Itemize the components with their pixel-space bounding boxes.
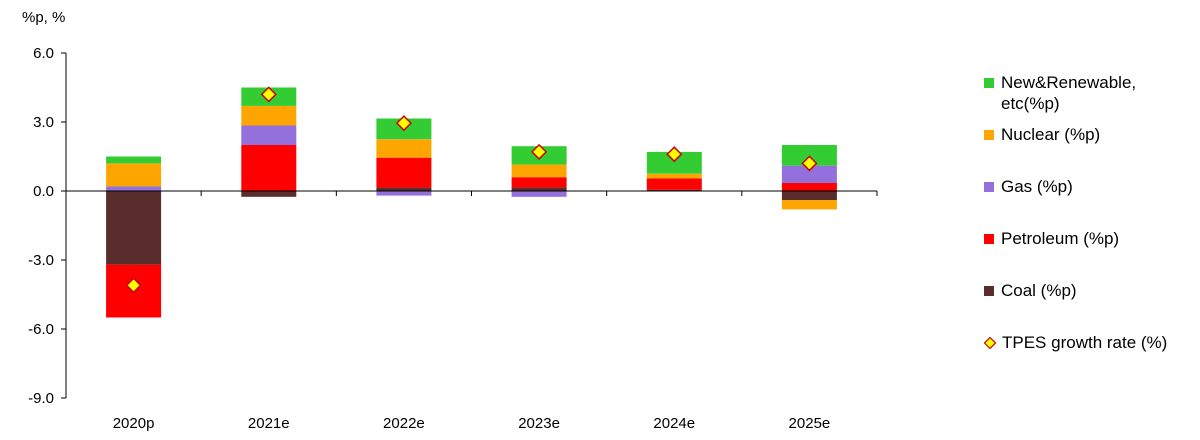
legend-diamond-icon bbox=[984, 337, 996, 349]
legend-label-gas: Gas (%p) bbox=[1001, 177, 1073, 196]
bars-group bbox=[106, 87, 837, 318]
bar-segment-2020p-3 bbox=[106, 163, 162, 187]
tpes-marker-2024e bbox=[666, 146, 683, 163]
bar-segment-2025e-2 bbox=[781, 165, 837, 183]
x-tick-label-2022e: 2022e bbox=[383, 415, 425, 432]
bar-segment-2021e-0 bbox=[241, 191, 297, 197]
bar-segment-2024e-4 bbox=[646, 151, 702, 174]
x-tick-label-2025e: 2025e bbox=[789, 415, 831, 432]
bar-segment-2020p-2 bbox=[106, 186, 162, 191]
axes-group: 6.0 3.0 0.0 -3.0 -6.0 -9.0 2020p 2021e 2022e 2023… bbox=[28, 45, 878, 432]
y-axis-unit-label: %p, % bbox=[22, 9, 65, 26]
y-tick-label: -3.0 bbox=[28, 252, 54, 269]
legend-swatch-petroleum bbox=[984, 234, 994, 244]
tpes-marker-2023e bbox=[531, 143, 548, 160]
legend-item-gas: Gas (%p) bbox=[984, 176, 1191, 197]
x-tick-label-2024e: 2024e bbox=[653, 415, 695, 432]
legend-item-petroleum: Petroleum (%p) bbox=[984, 228, 1191, 249]
bar-segment-2021e-1 bbox=[241, 145, 297, 191]
tpes-marker-2025e bbox=[801, 155, 818, 172]
bar-segment-2021e-2 bbox=[241, 125, 297, 145]
bar-segment-2024e-0 bbox=[646, 189, 702, 191]
tpes-markers-group bbox=[125, 86, 818, 294]
bar-segment-2025e-0 bbox=[781, 191, 837, 201]
legend-item-renewable: New&Renewable, etc(%p) bbox=[984, 72, 1191, 114]
legend-swatch-coal bbox=[984, 286, 994, 296]
legend-item-tpes: TPES growth rate (%) bbox=[984, 332, 1192, 353]
bar-segment-2020p-4 bbox=[106, 156, 162, 164]
bar-segment-2023e-1 bbox=[511, 177, 567, 188]
legend-item-nuclear: Nuclear (%p) bbox=[984, 124, 1191, 145]
y-tick-label: 3.0 bbox=[33, 114, 54, 131]
bar-segment-2025e-1 bbox=[781, 183, 837, 191]
x-tick-label-2020p: 2020p bbox=[113, 415, 155, 432]
bar-segment-2022e-0 bbox=[376, 187, 432, 191]
bar-segment-2020p-0 bbox=[106, 191, 162, 265]
bar-segment-2023e-3 bbox=[511, 164, 567, 178]
y-tick-label: 6.0 bbox=[33, 45, 54, 62]
bar-segment-2022e-1 bbox=[376, 157, 432, 188]
legend-label-tpes: TPES growth rate (%) bbox=[1002, 333, 1168, 352]
bar-segment-2022e-3 bbox=[376, 139, 432, 158]
tpes-marker-2020p bbox=[125, 277, 142, 294]
bar-segment-2021e-3 bbox=[241, 105, 297, 126]
legend-label-renewable: New&Renewable, etc(%p) bbox=[1001, 73, 1137, 113]
legend-item-coal: Coal (%p) bbox=[984, 280, 1191, 301]
bar-segment-2024e-1 bbox=[646, 178, 702, 190]
legend-label-nuclear: Nuclear (%p) bbox=[1001, 125, 1101, 144]
bar-segment-2025e-4 bbox=[781, 145, 837, 166]
bar-segment-2023e-2 bbox=[511, 191, 567, 197]
legend-swatch-renewable bbox=[984, 78, 994, 88]
legend-swatch-nuclear bbox=[984, 130, 994, 140]
bar-segment-2023e-0 bbox=[511, 187, 567, 191]
legend-label-petroleum: Petroleum (%p) bbox=[1001, 229, 1120, 248]
bar-segment-2022e-2 bbox=[376, 191, 432, 196]
y-tick-label: -6.0 bbox=[28, 321, 54, 338]
bar-segment-2024e-3 bbox=[646, 173, 702, 179]
legend-label-coal: Coal (%p) bbox=[1001, 281, 1077, 300]
x-tick-label-2023e: 2023e bbox=[518, 415, 560, 432]
tpes-marker-2022e bbox=[395, 115, 412, 132]
x-tick-label-2021e: 2021e bbox=[248, 415, 290, 432]
tpes-marker-2021e bbox=[260, 86, 277, 103]
legend-swatch-gas bbox=[984, 182, 994, 192]
y-tick-label: -9.0 bbox=[28, 390, 54, 407]
y-tick-label: 0.0 bbox=[33, 183, 54, 200]
bar-segment-2025e-3 bbox=[781, 200, 837, 210]
